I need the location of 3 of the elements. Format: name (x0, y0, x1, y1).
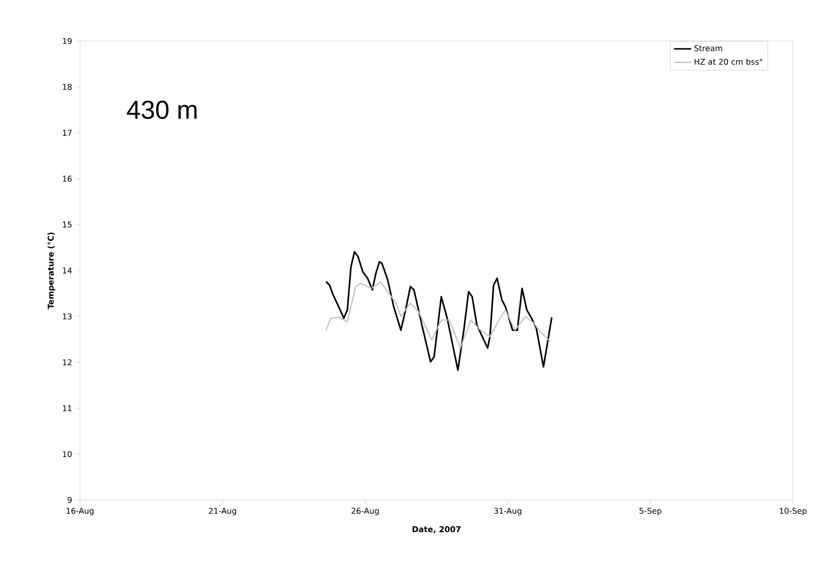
annotation: 430 m (126, 100, 197, 120)
line-series (325, 250, 553, 371)
line-series (325, 281, 552, 349)
